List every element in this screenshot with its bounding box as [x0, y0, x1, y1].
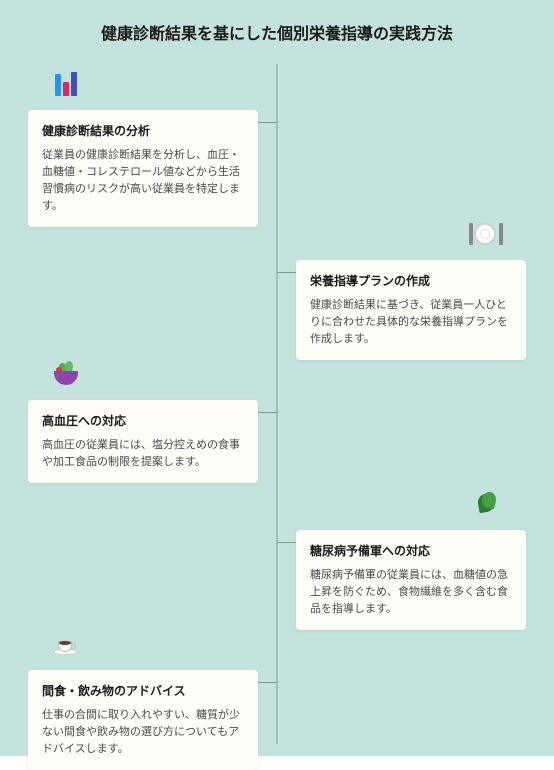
timeline-card: 健康診断結果の分析 従業員の健康診断結果を分析し、血圧・血糖値・コレステロール値… — [28, 110, 258, 227]
timeline-item: 栄養指導プランの作成 健康診断結果に基づき、従業員一人ひとりに合わせた具体的な栄… — [296, 214, 526, 360]
leafy-green-icon — [466, 484, 506, 524]
connector-line — [277, 542, 296, 543]
card-body: 仕事の合間に取り入れやすい、糖質が少ない間食や飲み物の選び方についてもアドバイス… — [42, 707, 244, 758]
card-body: 健康診断結果に基づき、従業員一人ひとりに合わせた具体的な栄養指導プランを作成しま… — [310, 297, 512, 348]
page-container: 健康診断結果を基にした個別栄養指導の実践方法 健康診断結果の分析 従業員の健康診… — [0, 0, 554, 756]
coffee-cup-icon — [46, 624, 86, 664]
card-title: 間食・飲み物のアドバイス — [42, 682, 244, 699]
plate-icon — [466, 214, 506, 254]
salad-bowl-icon — [46, 354, 86, 394]
timeline-item: 糖尿病予備軍への対応 糖尿病予備軍の従業員には、血糖値の急上昇を防ぐため、食物繊… — [296, 484, 526, 630]
timeline-card: 間食・飲み物のアドバイス 仕事の合間に取り入れやすい、糖質が少ない間食や飲み物の… — [28, 670, 258, 770]
connector-line — [277, 272, 296, 273]
card-title: 健康診断結果の分析 — [42, 122, 244, 139]
card-body: 糖尿病予備軍の従業員には、血糖値の急上昇を防ぐため、食物繊維を多く含む食品を指導… — [310, 567, 512, 618]
connector-line — [258, 412, 277, 413]
card-body: 従業員の健康診断結果を分析し、血圧・血糖値・コレステロール値などから生活習慣病の… — [42, 147, 244, 215]
timeline-card: 糖尿病予備軍への対応 糖尿病予備軍の従業員には、血糖値の急上昇を防ぐため、食物繊… — [296, 530, 526, 630]
card-title: 糖尿病予備軍への対応 — [310, 542, 512, 559]
timeline-item: 健康診断結果の分析 従業員の健康診断結果を分析し、血圧・血糖値・コレステロール値… — [28, 64, 258, 227]
connector-line — [258, 682, 277, 683]
timeline-center-line — [277, 64, 278, 744]
card-title: 栄養指導プランの作成 — [310, 272, 512, 289]
timeline-item: 高血圧への対応 高血圧の従業員には、塩分控えめの食事や加工食品の制限を提案します… — [28, 354, 258, 483]
card-body: 高血圧の従業員には、塩分控えめの食事や加工食品の制限を提案します。 — [42, 437, 244, 471]
page-title: 健康診断結果を基にした個別栄養指導の実践方法 — [0, 20, 554, 44]
connector-line — [258, 122, 277, 123]
timeline-card: 高血圧への対応 高血圧の従業員には、塩分控えめの食事や加工食品の制限を提案します… — [28, 400, 258, 483]
card-title: 高血圧への対応 — [42, 412, 244, 429]
chart-bars-icon — [46, 64, 86, 104]
timeline-item: 間食・飲み物のアドバイス 仕事の合間に取り入れやすい、糖質が少ない間食や飲み物の… — [28, 624, 258, 770]
timeline-card: 栄養指導プランの作成 健康診断結果に基づき、従業員一人ひとりに合わせた具体的な栄… — [296, 260, 526, 360]
